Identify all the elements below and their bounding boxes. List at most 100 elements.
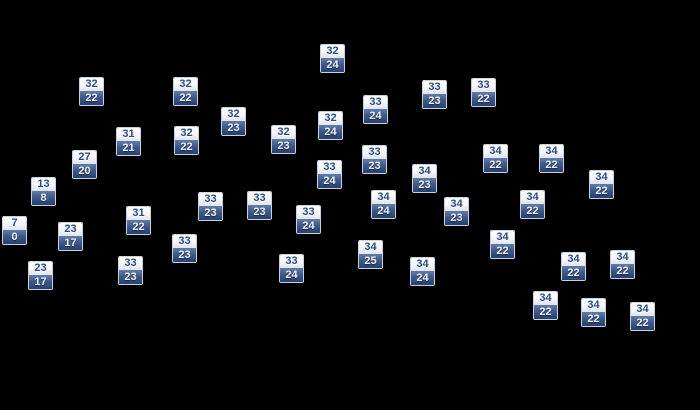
high-temp-label: 34 [590,171,613,184]
low-temp-label: 24 [280,268,303,282]
temp-marker[interactable]: 32 22 [174,126,199,155]
temp-marker[interactable]: 33 22 [471,78,496,107]
temp-marker[interactable]: 34 22 [561,252,586,281]
temp-marker[interactable]: 33 23 [198,192,223,221]
temp-marker[interactable]: 34 23 [444,197,469,226]
high-temp-label: 32 [80,78,103,91]
high-temp-label: 34 [631,303,654,316]
high-temp-label: 34 [582,299,605,312]
high-temp-label: 32 [174,78,197,91]
high-temp-label: 32 [321,45,344,58]
temp-marker[interactable]: 32 23 [221,107,246,136]
low-temp-label: 22 [484,158,507,172]
low-temp-label: 22 [562,266,585,280]
low-temp-label: 23 [119,270,142,284]
low-temp-label: 24 [318,174,341,188]
high-temp-label: 33 [423,81,446,94]
temp-marker[interactable]: 33 23 [362,145,387,174]
temp-marker[interactable]: 27 20 [72,150,97,179]
high-temp-label: 33 [472,79,495,92]
temp-marker[interactable]: 33 23 [118,256,143,285]
temp-marker[interactable]: 33 24 [296,205,321,234]
high-temp-label: 34 [521,191,544,204]
temp-marker[interactable]: 32 23 [271,125,296,154]
low-temp-label: 24 [319,125,342,139]
high-temp-label: 34 [445,198,468,211]
low-temp-label: 22 [491,244,514,258]
high-temp-label: 33 [119,257,142,270]
temp-marker[interactable]: 32 24 [320,44,345,73]
temp-marker[interactable]: 34 22 [610,250,635,279]
temp-marker[interactable]: 33 24 [279,254,304,283]
temp-marker[interactable]: 32 22 [173,77,198,106]
temp-marker[interactable]: 33 23 [247,191,272,220]
temp-marker[interactable]: 31 22 [126,206,151,235]
temp-marker[interactable]: 33 24 [317,160,342,189]
temp-marker[interactable]: 33 23 [422,80,447,109]
high-temp-label: 33 [248,192,271,205]
low-temp-label: 20 [73,164,96,178]
temp-marker[interactable]: 32 24 [318,111,343,140]
high-temp-label: 33 [199,193,222,206]
temp-marker[interactable]: 33 23 [172,234,197,263]
high-temp-label: 32 [222,108,245,121]
low-temp-label: 0 [3,230,26,244]
low-temp-label: 22 [175,140,198,154]
temp-marker[interactable]: 34 22 [490,230,515,259]
high-temp-label: 34 [411,258,434,271]
high-temp-label: 34 [413,165,436,178]
temp-marker[interactable]: 34 22 [520,190,545,219]
high-temp-label: 34 [484,145,507,158]
high-temp-label: 33 [364,96,387,109]
temp-marker[interactable]: 34 25 [358,240,383,269]
low-temp-label: 21 [117,141,140,155]
temp-marker[interactable]: 34 24 [371,190,396,219]
temp-marker[interactable]: 13 8 [31,177,56,206]
low-temp-label: 23 [413,178,436,192]
temp-marker[interactable]: 34 22 [483,144,508,173]
high-temp-label: 34 [540,145,563,158]
high-temp-label: 34 [534,292,557,305]
low-temp-label: 22 [521,204,544,218]
low-temp-label: 23 [272,139,295,153]
low-temp-label: 22 [582,312,605,326]
temp-marker[interactable]: 33 24 [363,95,388,124]
high-temp-label: 33 [280,255,303,268]
low-temp-label: 17 [29,275,52,289]
temp-marker[interactable]: 34 22 [589,170,614,199]
temp-marker[interactable]: 34 22 [533,291,558,320]
low-temp-label: 25 [359,254,382,268]
high-temp-label: 34 [562,253,585,266]
high-temp-label: 33 [318,161,341,174]
temp-marker[interactable]: 34 22 [630,302,655,331]
high-temp-label: 23 [29,262,52,275]
temp-marker[interactable]: 32 22 [79,77,104,106]
low-temp-label: 22 [534,305,557,319]
high-temp-label: 34 [372,191,395,204]
high-temp-label: 34 [491,231,514,244]
temp-marker[interactable]: 34 22 [539,144,564,173]
temp-marker[interactable]: 34 24 [410,257,435,286]
low-temp-label: 24 [297,219,320,233]
temp-marker[interactable]: 23 17 [28,261,53,290]
low-temp-label: 22 [590,184,613,198]
temp-marker[interactable]: 34 23 [412,164,437,193]
low-temp-label: 24 [364,109,387,123]
low-temp-label: 24 [411,271,434,285]
high-temp-label: 33 [173,235,196,248]
low-temp-label: 24 [372,204,395,218]
low-temp-label: 22 [631,316,654,330]
low-temp-label: 23 [173,248,196,262]
temp-marker[interactable]: 34 22 [581,298,606,327]
high-temp-label: 32 [175,127,198,140]
low-temp-label: 8 [32,191,55,205]
high-temp-label: 33 [297,206,320,219]
temp-marker[interactable]: 31 21 [116,127,141,156]
low-temp-label: 22 [540,158,563,172]
low-temp-label: 23 [363,159,386,173]
low-temp-label: 22 [611,264,634,278]
temp-marker[interactable]: 23 17 [58,222,83,251]
low-temp-label: 23 [248,205,271,219]
